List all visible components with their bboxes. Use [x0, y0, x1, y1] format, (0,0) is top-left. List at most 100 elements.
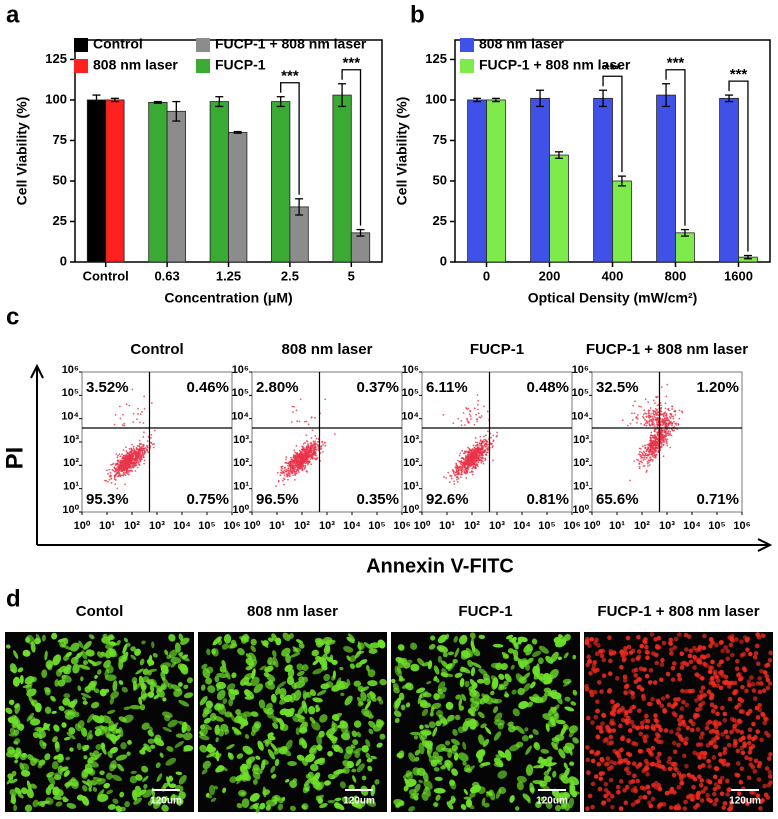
- event-dot: [472, 444, 475, 447]
- event-dot: [125, 454, 127, 457]
- event-dot: [649, 415, 652, 418]
- event-dot: [669, 417, 672, 420]
- y-tick-label: 10⁴: [231, 411, 249, 423]
- event-dot: [648, 453, 651, 456]
- event-dot: [108, 478, 111, 481]
- event-dot: [473, 462, 476, 465]
- x-tick-label: 400: [602, 268, 624, 283]
- event-dot: [470, 418, 472, 420]
- event-dot: [290, 461, 292, 464]
- event-dot: [117, 459, 120, 462]
- event-dot: [292, 459, 295, 462]
- event-dot: [310, 463, 313, 466]
- event-dot: [464, 456, 467, 459]
- event-dot: [477, 446, 480, 449]
- event-dot: [460, 463, 463, 466]
- event-dot: [638, 465, 641, 468]
- event-dot: [299, 451, 302, 454]
- event-dot: [138, 461, 140, 463]
- event-dot: [116, 456, 119, 459]
- event-dot: [640, 451, 643, 454]
- event-dot: [644, 444, 646, 447]
- event-dot: [669, 433, 671, 436]
- error-bar: [662, 83, 671, 108]
- event-dot: [460, 424, 463, 427]
- event-dot: [314, 446, 317, 449]
- event-dot: [301, 469, 304, 472]
- event-dot: [287, 467, 290, 470]
- legend-label: FUCP-1: [215, 57, 266, 73]
- scale-bar-label: 120um: [536, 796, 568, 807]
- event-dot: [464, 424, 466, 426]
- event-dot: [480, 415, 483, 417]
- event-dot: [634, 400, 636, 403]
- event-dot: [454, 471, 457, 474]
- cell: [665, 671, 671, 677]
- quadrant-label: 96.5%: [256, 491, 299, 508]
- event-dot: [106, 469, 108, 472]
- event-dot: [666, 442, 668, 445]
- y-axis-label: PI: [1, 447, 28, 470]
- x-tick-label: 5: [348, 268, 355, 283]
- event-dot: [294, 451, 297, 454]
- quadrant-label: 3.52%: [86, 379, 129, 396]
- event-dot: [119, 460, 122, 463]
- event-dot: [459, 476, 462, 479]
- event-dot: [131, 458, 134, 461]
- y-tick-label: 10¹: [403, 481, 419, 493]
- x-tick-label: 10³: [149, 520, 165, 532]
- event-dot: [453, 483, 456, 485]
- event-dot: [127, 457, 130, 460]
- event-dot: [649, 456, 652, 458]
- event-dot: [304, 420, 306, 423]
- event-dot: [649, 444, 652, 447]
- event-dot: [286, 462, 288, 465]
- event-dot: [639, 460, 641, 463]
- event-dot: [465, 477, 468, 479]
- event-dot: [113, 423, 116, 426]
- event-dot: [123, 473, 126, 476]
- event-dot: [105, 479, 108, 482]
- x-tick-label: 10⁵: [368, 520, 385, 532]
- cell: [44, 687, 51, 696]
- event-dot: [307, 423, 310, 426]
- event-dot: [125, 450, 128, 453]
- y-tick-label: 10⁵: [572, 387, 589, 399]
- event-dot: [468, 413, 471, 416]
- event-dot: [455, 473, 458, 476]
- event-dot: [458, 469, 460, 471]
- event-dot: [311, 445, 314, 448]
- event-dot: [640, 405, 642, 408]
- y-tick-label: 10¹: [573, 481, 589, 493]
- event-dot: [144, 447, 147, 449]
- x-tick-label: 2.5: [281, 268, 299, 283]
- event-dot: [456, 467, 458, 470]
- event-dot: [650, 453, 653, 456]
- event-dot: [297, 467, 300, 470]
- legend-swatch: [460, 38, 474, 52]
- event-dot: [292, 456, 295, 459]
- event-dot: [124, 456, 127, 459]
- x-tick-label: 10²: [124, 520, 140, 532]
- event-dot: [643, 424, 646, 427]
- event-dot: [470, 449, 473, 452]
- image-title: Contol: [76, 603, 123, 620]
- panel-label: d: [6, 585, 21, 612]
- y-tick-label: 10⁰: [232, 504, 249, 516]
- bar: [549, 154, 569, 263]
- event-dot: [282, 477, 285, 480]
- event-dot: [142, 456, 145, 458]
- event-dot: [137, 451, 140, 454]
- event-dot: [127, 473, 130, 476]
- y-tick-label: 25: [433, 213, 447, 228]
- event-dot: [484, 445, 487, 448]
- event-dot: [653, 449, 656, 452]
- quadrant-label: 0.75%: [186, 491, 229, 508]
- legend-label: Control: [93, 36, 143, 52]
- event-dot: [477, 399, 480, 402]
- event-dot: [310, 448, 313, 450]
- event-dot: [140, 458, 143, 461]
- event-dot: [664, 402, 667, 405]
- event-dot: [123, 462, 126, 465]
